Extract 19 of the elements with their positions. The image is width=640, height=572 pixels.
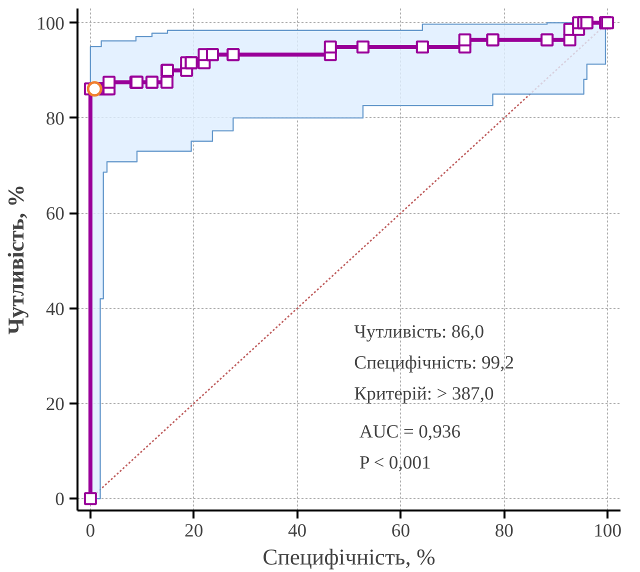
y-tick-label: 60 <box>46 204 64 225</box>
annotation: Критерій: > 387,0 <box>354 383 494 404</box>
x-tick-label: 40 <box>288 520 307 542</box>
x-tick-label: 100 <box>594 520 622 542</box>
y-axis-title: Чутливість, % <box>4 184 29 334</box>
x-tick-label: 80 <box>494 520 514 542</box>
y-tick-label: 40 <box>46 298 64 320</box>
x-tick-label: 60 <box>391 520 410 542</box>
x-axis-title: Специфічність, % <box>262 544 436 570</box>
annotation: AUC = 0,936 <box>359 421 461 442</box>
annotation: Чутливість: 86,0 <box>354 322 484 343</box>
y-tick-label: 100 <box>36 13 64 34</box>
x-tick-label: 20 <box>184 520 204 542</box>
y-tick-label: 0 <box>55 489 64 510</box>
y-tick-label: 20 <box>46 394 64 415</box>
annotation: Специфічність: 99,2 <box>354 352 514 374</box>
y-tick-label: 80 <box>46 108 64 130</box>
x-tick-label: 0 <box>86 520 96 542</box>
annotation: P < 0,001 <box>359 452 431 474</box>
